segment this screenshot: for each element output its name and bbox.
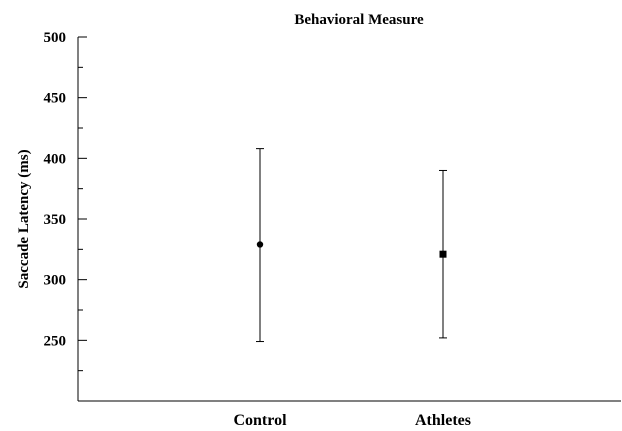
data-marks	[256, 148, 447, 343]
x-categories: Control Athletes	[233, 412, 471, 429]
data-point-control	[256, 241, 264, 248]
chart-title: Behavioral Measure	[294, 12, 424, 28]
data-point-athletes	[439, 250, 447, 258]
y-tick-label: 300	[44, 273, 67, 289]
y-tick-label: 250	[44, 333, 67, 349]
y-axis-label: Saccade Latency (ms)	[16, 149, 32, 288]
y-tick-label: 400	[44, 151, 67, 167]
y-tick-label: 500	[44, 30, 67, 46]
y-tick-label: 350	[44, 212, 67, 228]
y-tick-label: 450	[44, 91, 67, 107]
axes	[77, 37, 621, 402]
x-category-label: Control	[233, 412, 287, 429]
y-ticks: 250 300 350 400 450 500	[44, 30, 87, 372]
x-category-label: Athletes	[415, 412, 471, 429]
